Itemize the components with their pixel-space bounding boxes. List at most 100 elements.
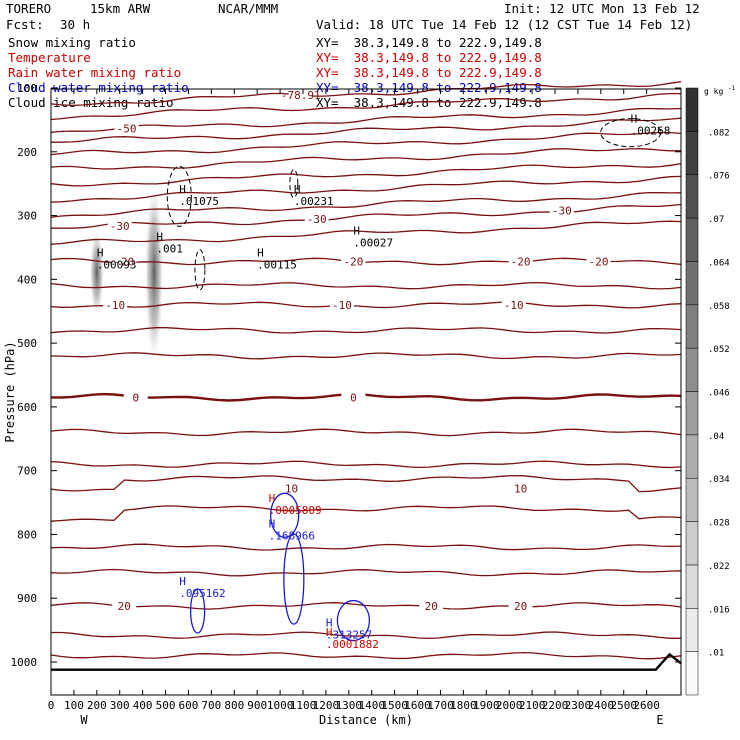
cloud-ice-maximum-h: H — [294, 183, 301, 196]
contour-label-bg — [501, 298, 526, 311]
colorbar-label: .046 — [708, 389, 730, 399]
y-tick-label: 500 — [17, 337, 37, 350]
init-time: Init: 12 UTC Mon 13 Feb 12 — [504, 1, 700, 16]
x-tick-label: 500 — [156, 699, 176, 712]
colorbar-cell — [685, 131, 699, 175]
x-tick-label: 1000 — [267, 699, 294, 712]
temperature-contour — [50, 175, 682, 203]
y-tick-label: 100 — [17, 82, 37, 95]
east-label: E — [656, 713, 663, 727]
contour-label-bg — [549, 204, 574, 217]
contour-label-bg — [341, 391, 366, 404]
temperature-contour — [51, 631, 681, 640]
contour-label-bg — [329, 298, 354, 311]
temperature-contour — [50, 281, 682, 290]
temperature-contour — [50, 568, 682, 577]
colorbar-cell — [685, 477, 699, 522]
temperature-contour — [51, 203, 682, 229]
contour-label-bg — [304, 213, 329, 226]
contour-label-bg — [123, 391, 148, 404]
temperature-contour — [50, 602, 682, 610]
temperature-contour — [50, 162, 682, 187]
field-cloudwater-name: Cloud water mixing ratio — [8, 80, 189, 95]
y-tick-label: 800 — [17, 528, 37, 541]
colorbar-label: .058 — [708, 302, 730, 312]
colorbar-cell — [685, 261, 699, 306]
colorbar-cell — [685, 434, 699, 479]
cloud-ice-maximum-h: H — [179, 183, 186, 196]
x-axis-title: Distance (km) — [319, 713, 413, 727]
temperature-contour — [50, 543, 682, 551]
colorbar-cell — [685, 87, 699, 132]
cloud-ice-maximum-value: .00268 — [631, 125, 671, 138]
temperature-contour — [50, 81, 682, 107]
snow-maximum-h: H — [97, 247, 104, 260]
x-tick-label: 300 — [110, 699, 130, 712]
field-rain-xy: XY= 38.3,149.8 to 222.9,149.8 — [316, 65, 542, 80]
plot-frame — [50, 88, 682, 696]
temperature-contour — [50, 352, 682, 360]
contour-label-bg — [112, 255, 137, 268]
x-tick-label: 1400 — [358, 699, 385, 712]
temperature-contour — [51, 117, 682, 143]
temperature-contour-label: -50 — [117, 123, 137, 136]
rain-maximum-h: H — [269, 492, 276, 505]
cloud-water-contour — [283, 533, 305, 625]
rain-maximum-value: .0001882 — [326, 638, 379, 651]
x-tick-label: 700 — [201, 699, 221, 712]
x-tick-label: 1700 — [427, 699, 454, 712]
colorbar-cell — [685, 347, 699, 392]
x-tick-label: 0 — [48, 699, 55, 712]
x-tick-label: 2600 — [633, 699, 660, 712]
temperature-contour — [50, 220, 682, 245]
contour-label-bg — [419, 599, 444, 612]
terrain-line — [51, 652, 682, 671]
temperature-contour — [50, 651, 682, 660]
temperature-contour — [50, 92, 681, 121]
x-tick-label: 1500 — [381, 699, 408, 712]
contour-label-bg — [114, 122, 139, 135]
colorbar-label: .064 — [708, 258, 730, 268]
contour-label-bg — [586, 255, 611, 268]
temperature-contour-label: 20 — [514, 600, 527, 613]
temperature-contour-label: -20 — [343, 255, 363, 268]
temperature-contour-label: -30 — [307, 213, 327, 226]
cloud-water-maximum-value: .313257 — [326, 628, 372, 641]
x-tick-label: 1600 — [404, 699, 431, 712]
temperature-contour — [50, 257, 682, 266]
colorbar-label: .01 — [708, 649, 724, 659]
y-tick-label: 600 — [17, 401, 37, 414]
cloud-ice-contour — [289, 169, 299, 199]
colorbar-unit: g kg — [704, 87, 723, 96]
y-axis-title: Pressure (hPa) — [3, 341, 17, 442]
x-tick-label: 2500 — [610, 699, 637, 712]
field-temp-xy: XY= 38.3,149.8 to 222.9,149.8 — [316, 50, 542, 65]
model-name: TORERO — [6, 1, 52, 16]
colorbar-label: .028 — [708, 519, 730, 529]
snow-maximum-value: .001 — [156, 243, 183, 256]
temperature-contour-label: 20 — [118, 600, 131, 613]
temperature-contour-label: 20 — [425, 600, 438, 613]
rain-maximum-value: .0005809 — [269, 504, 322, 517]
y-tick-label: 700 — [17, 465, 37, 478]
colorbar-label: .076 — [708, 172, 730, 182]
snow-maximum-h: H — [156, 231, 163, 244]
cloud-ice-maximum-h: H — [257, 247, 264, 260]
cloud-ice-contour — [166, 165, 192, 227]
contour-label-bg — [508, 255, 533, 268]
colorbar-cell — [685, 564, 699, 609]
cloud-ice-maximum-h: H — [353, 224, 360, 237]
colorbar-cell — [685, 608, 699, 652]
temperature-contour-label: -20 — [589, 255, 609, 268]
contour-label-bg — [107, 219, 132, 232]
temperature-contour-label: -10 — [332, 299, 352, 312]
temperature-contour — [50, 505, 682, 522]
x-tick-label: 900 — [247, 699, 267, 712]
temperature-contour — [50, 131, 682, 156]
temperature-contour — [50, 107, 682, 133]
contour-label-bg — [508, 599, 533, 612]
temperature-contour — [50, 428, 682, 437]
temperature-contour-label: 10 — [514, 483, 527, 496]
x-tick-label: 200 — [87, 699, 107, 712]
